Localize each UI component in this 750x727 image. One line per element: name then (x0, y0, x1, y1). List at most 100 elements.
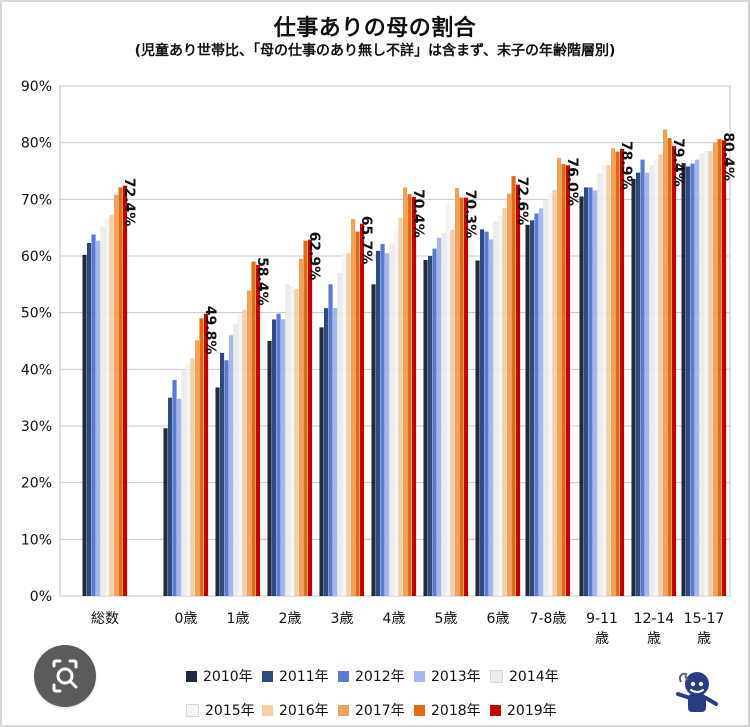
bar (561, 164, 566, 597)
bar (104, 219, 110, 597)
bar (667, 137, 672, 597)
x-tick-label: 3歳 (331, 611, 354, 627)
bar (402, 187, 408, 597)
legend-item: 2018年 (414, 700, 481, 720)
legend-item: 2014年 (490, 666, 559, 686)
y-axis-ticks: 0% 10% 20% 30% 40% 50% 60% 70% 80% 90% (21, 79, 52, 605)
bar (109, 215, 114, 597)
x-tick-label: 歳 (697, 631, 711, 647)
x-tick-label: 2歳 (279, 611, 302, 627)
bar (436, 237, 442, 597)
bar (432, 248, 437, 597)
data-label: 78.9% (618, 141, 634, 190)
bar (479, 229, 485, 597)
bar (488, 239, 494, 597)
bar (717, 139, 722, 597)
bar (601, 165, 607, 597)
bar (615, 151, 620, 597)
bar (181, 369, 186, 597)
bar (703, 151, 709, 597)
bar (685, 166, 691, 597)
y-tick-label: 70% (21, 192, 52, 208)
bar (285, 284, 290, 597)
bar (463, 197, 469, 597)
bar (194, 340, 200, 597)
bar (583, 187, 589, 597)
bar (398, 217, 403, 597)
bar (337, 272, 342, 597)
bar (543, 199, 548, 597)
y-tick-label: 10% (21, 532, 52, 548)
legend-swatch (490, 704, 501, 716)
bar (721, 140, 727, 597)
legend-swatch (414, 670, 425, 682)
search-badge[interactable] (34, 645, 96, 707)
bar (224, 360, 229, 597)
chart-subtitle: (児童あり世帯比、「母の仕事のあり無し不詳」は含まず、末子の年齢階層別) (134, 43, 616, 59)
bar (91, 234, 96, 597)
bar (708, 151, 713, 597)
legend-label: 2011年 (279, 669, 329, 685)
bar (215, 387, 220, 597)
bar (228, 335, 234, 597)
bar (690, 163, 695, 597)
bar (271, 319, 277, 597)
legend-swatch (186, 670, 197, 682)
legend-swatch (338, 670, 349, 682)
x-tick-label: 9-11 (586, 611, 618, 627)
x-tick-label: 6歳 (487, 611, 510, 627)
bar (712, 142, 718, 597)
bar (592, 190, 598, 597)
bar (547, 193, 553, 597)
bar (597, 173, 602, 597)
x-tick-label: 歳 (595, 631, 609, 647)
legend-swatch (414, 704, 425, 716)
bar (332, 307, 338, 597)
bar (502, 208, 507, 597)
bar (246, 290, 252, 597)
legend-label: 2017年 (355, 703, 405, 719)
bar (699, 153, 704, 597)
bar (384, 253, 390, 597)
chart-title: 仕事ありの母の割合 (273, 16, 477, 41)
legend-item: 2013年 (414, 666, 481, 686)
y-tick-label: 80% (21, 136, 52, 152)
bar (459, 197, 464, 597)
bar (233, 323, 238, 597)
bar (631, 178, 636, 597)
bar (118, 187, 123, 597)
bar (640, 159, 645, 597)
bar (588, 187, 593, 597)
bar (619, 148, 625, 597)
bar (441, 233, 446, 597)
data-label: 49.8% (202, 306, 218, 355)
bar (525, 224, 530, 597)
bar (556, 157, 562, 597)
bar (323, 307, 329, 597)
data-label: 58.4% (254, 257, 270, 306)
bar (95, 240, 101, 597)
bar (380, 243, 385, 597)
bar (579, 196, 584, 597)
y-tick-label: 20% (21, 476, 52, 492)
bar (328, 284, 333, 597)
bar (294, 288, 299, 597)
bar (497, 216, 503, 597)
bar (423, 259, 428, 597)
legend-swatch (262, 670, 273, 682)
bar (511, 175, 516, 597)
legend-item: 2015年 (186, 700, 255, 720)
bar (552, 190, 557, 597)
legend-label: 2014年 (509, 669, 559, 685)
data-label: 72.6% (514, 177, 530, 226)
bar (454, 187, 460, 597)
legend-label: 2016年 (279, 703, 329, 719)
x-tick-label: 4歳 (383, 611, 406, 627)
search-badge-icon (52, 659, 78, 693)
bar (610, 148, 616, 597)
x-axis-labels: 総数 0歳 1歳 2歳 3歳 4歳 5歳 6歳 7-8歳 9-11 歳 12-14 歳 15-17 歳 (91, 611, 724, 647)
bar (694, 159, 700, 597)
bar (662, 129, 668, 597)
bar (346, 253, 351, 597)
data-label: 70.3% (462, 190, 478, 239)
